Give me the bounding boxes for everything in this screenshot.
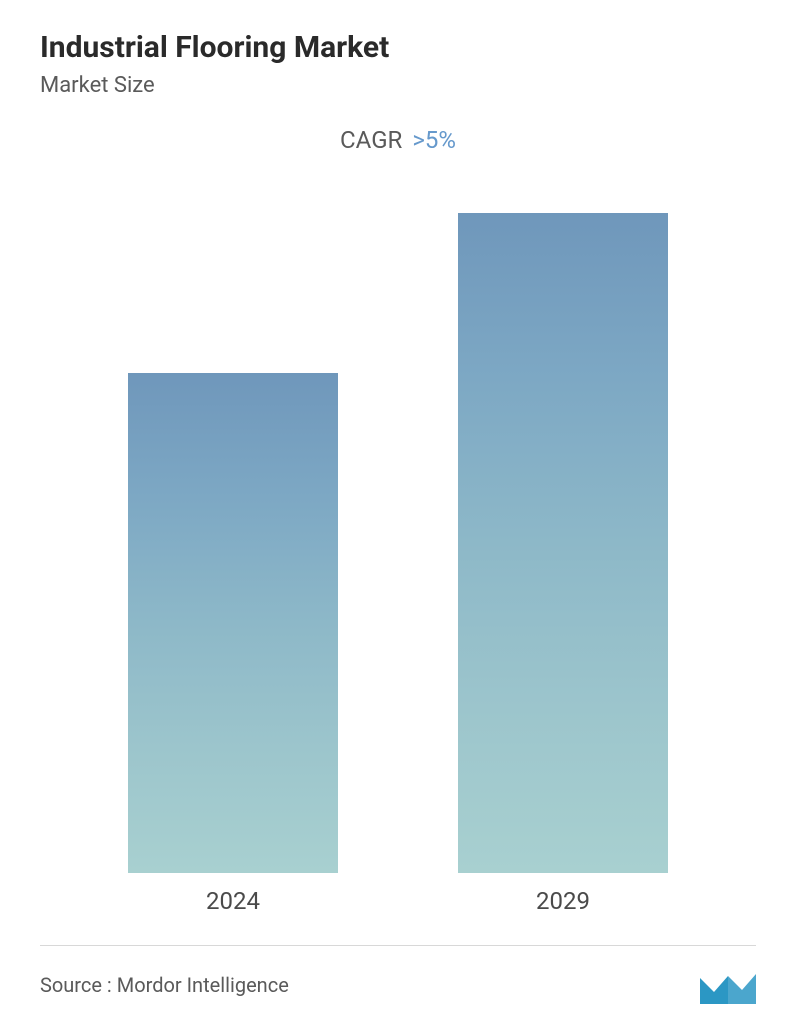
cagr-value: >5% [412, 126, 456, 154]
bar-0 [128, 373, 338, 873]
cagr-row: CAGR >5% [40, 126, 756, 154]
mordor-logo-icon [700, 966, 756, 1004]
chart-area: 2024 2029 [40, 204, 756, 925]
chart-title: Industrial Flooring Market [40, 30, 756, 65]
chart-subtitle: Market Size [40, 73, 756, 98]
bar-label-1: 2029 [536, 887, 590, 915]
bar-label-0: 2024 [206, 887, 260, 915]
footer: Source : Mordor Intelligence [40, 945, 756, 1004]
bar-1 [458, 213, 668, 873]
cagr-label: CAGR [340, 126, 402, 154]
bar-group-0: 2024 [128, 373, 338, 915]
source-text: Source : Mordor Intelligence [40, 973, 289, 997]
bar-group-1: 2029 [458, 213, 668, 915]
chart-container: Industrial Flooring Market Market Size C… [0, 0, 796, 1034]
